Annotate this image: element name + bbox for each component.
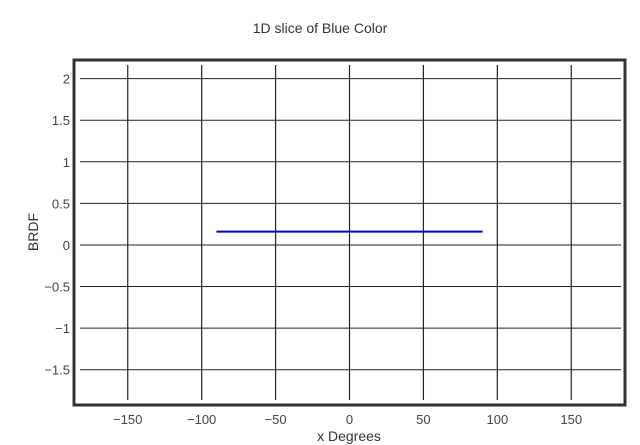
x-tick-label: −50 [265, 412, 287, 427]
y-tick-label: 0.5 [52, 196, 70, 211]
x-tick-label: −100 [187, 412, 216, 427]
x-tick-label: 150 [560, 412, 582, 427]
y-tick-label: −1 [55, 321, 70, 336]
y-tick-label: 2 [63, 72, 70, 87]
y-tick-label: 1.5 [52, 113, 70, 128]
x-axis-label: x Degrees [317, 428, 381, 444]
x-tick-labels: −150 −100 −50 0 50 100 150 [113, 412, 582, 427]
y-axis-label: BRDF [25, 213, 41, 251]
y-tick-labels: −1.5 −1 −0.5 0 0.5 1 1.5 2 [44, 72, 70, 378]
y-tick-label: 1 [63, 155, 70, 170]
y-tick-label: 0 [63, 238, 70, 253]
plot-frame [72, 58, 627, 407]
x-tick-label: 50 [416, 412, 430, 427]
chart-title: 1D slice of Blue Color [253, 20, 388, 36]
x-tick-label: 0 [346, 412, 353, 427]
x-tick-label: −150 [113, 412, 142, 427]
y-tick-label: −0.5 [44, 280, 70, 295]
y-tick-label: −1.5 [44, 363, 70, 378]
x-tick-label: 100 [486, 412, 508, 427]
